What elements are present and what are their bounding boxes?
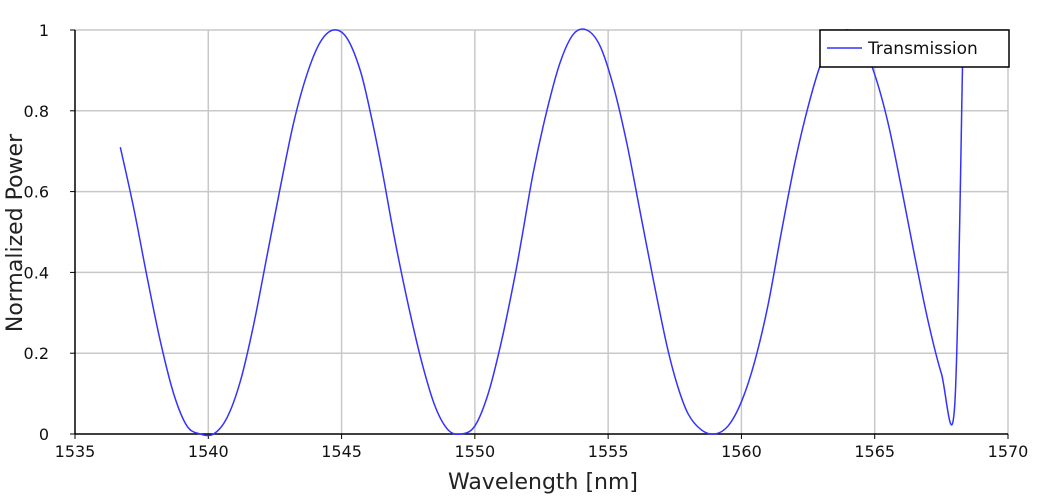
y-tick-label: 0.4	[24, 263, 49, 282]
y-tick-label: 0	[39, 425, 49, 444]
legend-label-transmission: Transmission	[867, 39, 978, 59]
y-tick-label: 0.2	[24, 344, 49, 363]
x-tick-label: 1545	[321, 442, 362, 461]
x-tick-label: 1555	[588, 442, 629, 461]
x-tick-label: 1540	[188, 442, 229, 461]
y-tick-label: 1	[39, 21, 49, 40]
y-tick-label: 0.6	[24, 183, 49, 202]
grid-lines	[75, 29, 1009, 434]
x-tick-label: 1565	[854, 442, 895, 461]
x-tick-label: 1570	[988, 442, 1029, 461]
tick-labels: 1535 1540 1545 1550 1555 1560 1565 1570 0 0.2 0.4 0…	[24, 21, 1029, 461]
x-tick-label: 1560	[721, 442, 762, 461]
x-axis-title: Wavelength [nm]	[448, 470, 638, 495]
y-axis-title: Normalized Power	[3, 133, 28, 332]
x-tick-label: 1550	[454, 442, 495, 461]
y-tick-label: 0.8	[24, 102, 49, 121]
x-tick-label: 1535	[55, 442, 96, 461]
legend: Transmission	[819, 29, 1010, 68]
axes	[70, 29, 1009, 439]
